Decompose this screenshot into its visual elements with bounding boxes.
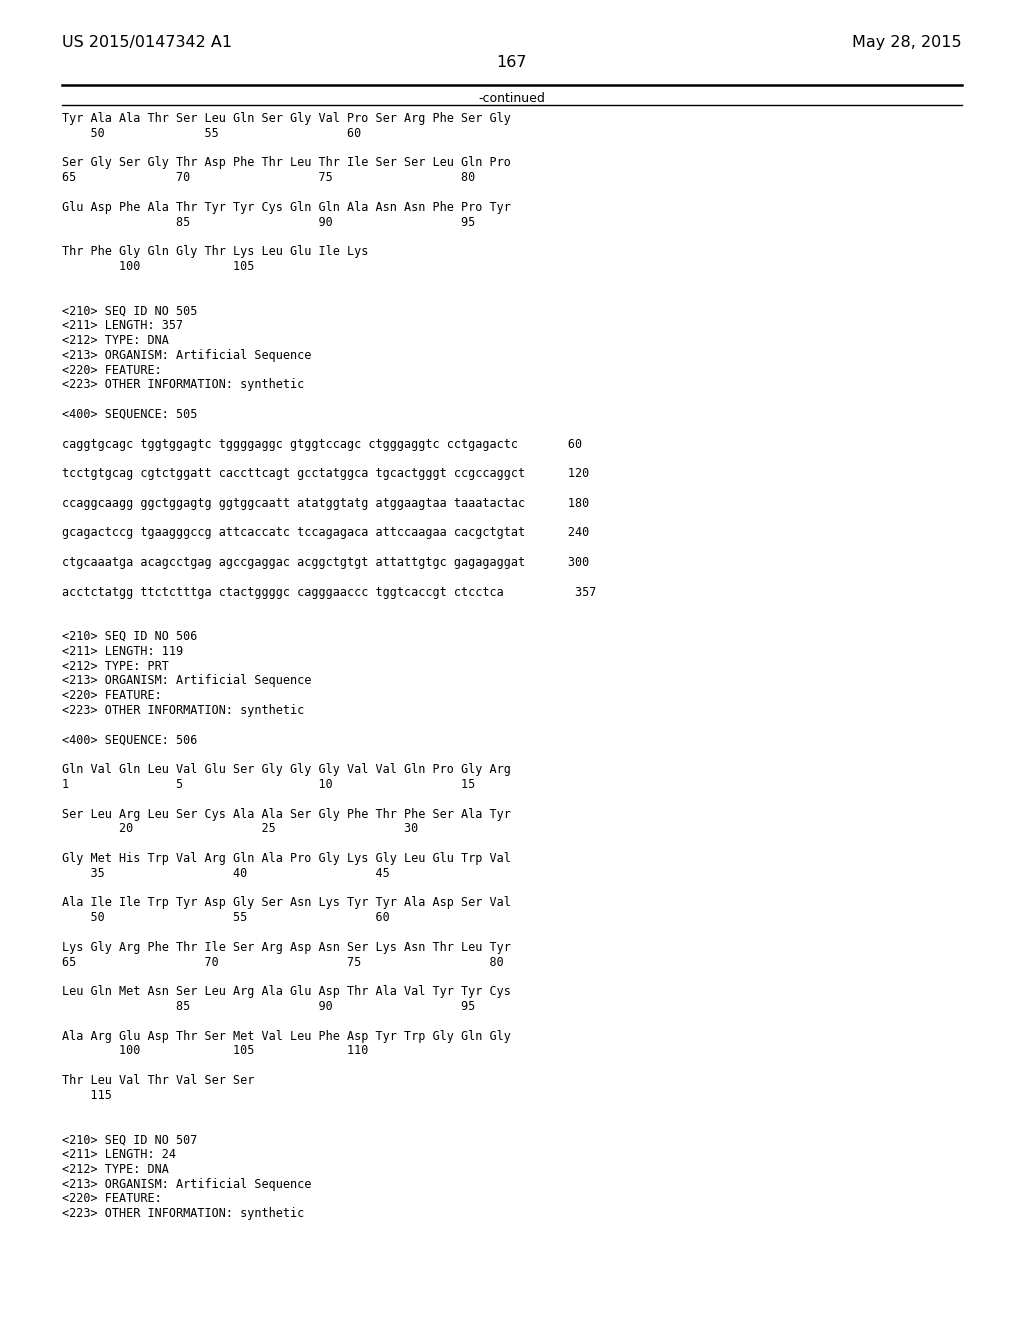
Text: <220> FEATURE:: <220> FEATURE: — [62, 689, 162, 702]
Text: tcctgtgcag cgtctggatt caccttcagt gcctatggca tgcactgggt ccgccaggct      120: tcctgtgcag cgtctggatt caccttcagt gcctatg… — [62, 467, 589, 480]
Text: 100             105: 100 105 — [62, 260, 254, 273]
Text: Glu Asp Phe Ala Thr Tyr Tyr Cys Gln Gln Ala Asn Asn Phe Pro Tyr: Glu Asp Phe Ala Thr Tyr Tyr Cys Gln Gln … — [62, 201, 511, 214]
Text: <211> LENGTH: 24: <211> LENGTH: 24 — [62, 1148, 176, 1162]
Text: Gln Val Gln Leu Val Glu Ser Gly Gly Gly Val Val Gln Pro Gly Arg: Gln Val Gln Leu Val Glu Ser Gly Gly Gly … — [62, 763, 511, 776]
Text: <211> LENGTH: 357: <211> LENGTH: 357 — [62, 319, 183, 333]
Text: <220> FEATURE:: <220> FEATURE: — [62, 363, 162, 376]
Text: US 2015/0147342 A1: US 2015/0147342 A1 — [62, 36, 232, 50]
Text: <213> ORGANISM: Artificial Sequence: <213> ORGANISM: Artificial Sequence — [62, 348, 311, 362]
Text: 65                  70                  75                  80: 65 70 75 80 — [62, 956, 504, 969]
Text: Leu Gln Met Asn Ser Leu Arg Ala Glu Asp Thr Ala Val Tyr Tyr Cys: Leu Gln Met Asn Ser Leu Arg Ala Glu Asp … — [62, 985, 511, 998]
Text: Ala Ile Ile Trp Tyr Asp Gly Ser Asn Lys Tyr Tyr Ala Asp Ser Val: Ala Ile Ile Trp Tyr Asp Gly Ser Asn Lys … — [62, 896, 511, 909]
Text: <400> SEQUENCE: 505: <400> SEQUENCE: 505 — [62, 408, 198, 421]
Text: Lys Gly Arg Phe Thr Ile Ser Arg Asp Asn Ser Lys Asn Thr Leu Tyr: Lys Gly Arg Phe Thr Ile Ser Arg Asp Asn … — [62, 941, 511, 954]
Text: 65              70                  75                  80: 65 70 75 80 — [62, 172, 475, 185]
Text: Ser Leu Arg Leu Ser Cys Ala Ala Ser Gly Phe Thr Phe Ser Ala Tyr: Ser Leu Arg Leu Ser Cys Ala Ala Ser Gly … — [62, 808, 511, 821]
Text: <212> TYPE: DNA: <212> TYPE: DNA — [62, 1163, 169, 1176]
Text: <211> LENGTH: 119: <211> LENGTH: 119 — [62, 644, 183, 657]
Text: <212> TYPE: PRT: <212> TYPE: PRT — [62, 660, 169, 673]
Text: ctgcaaatga acagcctgag agccgaggac acggctgtgt attattgtgc gagagaggat      300: ctgcaaatga acagcctgag agccgaggac acggctg… — [62, 556, 589, 569]
Text: <213> ORGANISM: Artificial Sequence: <213> ORGANISM: Artificial Sequence — [62, 675, 311, 688]
Text: gcagactccg tgaagggccg attcaccatc tccagagaca attccaagaa cacgctgtat      240: gcagactccg tgaagggccg attcaccatc tccagag… — [62, 527, 589, 540]
Text: 85                  90                  95: 85 90 95 — [62, 1001, 475, 1012]
Text: <223> OTHER INFORMATION: synthetic: <223> OTHER INFORMATION: synthetic — [62, 379, 304, 392]
Text: 1               5                   10                  15: 1 5 10 15 — [62, 777, 475, 791]
Text: acctctatgg ttctctttga ctactggggc cagggaaccc tggtcaccgt ctcctca          357: acctctatgg ttctctttga ctactggggc cagggaa… — [62, 586, 596, 598]
Text: Ala Arg Glu Asp Thr Ser Met Val Leu Phe Asp Tyr Trp Gly Gln Gly: Ala Arg Glu Asp Thr Ser Met Val Leu Phe … — [62, 1030, 511, 1043]
Text: 85                  90                  95: 85 90 95 — [62, 215, 475, 228]
Text: May 28, 2015: May 28, 2015 — [852, 36, 962, 50]
Text: 115: 115 — [62, 1089, 112, 1102]
Text: <220> FEATURE:: <220> FEATURE: — [62, 1192, 162, 1205]
Text: ccaggcaagg ggctggagtg ggtggcaatt atatggtatg atggaagtaa taaatactac      180: ccaggcaagg ggctggagtg ggtggcaatt atatggt… — [62, 496, 589, 510]
Text: <210> SEQ ID NO 506: <210> SEQ ID NO 506 — [62, 630, 198, 643]
Text: <223> OTHER INFORMATION: synthetic: <223> OTHER INFORMATION: synthetic — [62, 704, 304, 717]
Text: 35                  40                  45: 35 40 45 — [62, 867, 390, 880]
Text: 20                  25                  30: 20 25 30 — [62, 822, 418, 836]
Text: Gly Met His Trp Val Arg Gln Ala Pro Gly Lys Gly Leu Glu Trp Val: Gly Met His Trp Val Arg Gln Ala Pro Gly … — [62, 851, 511, 865]
Text: <210> SEQ ID NO 505: <210> SEQ ID NO 505 — [62, 305, 198, 317]
Text: 167: 167 — [497, 55, 527, 70]
Text: <210> SEQ ID NO 507: <210> SEQ ID NO 507 — [62, 1133, 198, 1146]
Text: -continued: -continued — [478, 92, 546, 106]
Text: Ser Gly Ser Gly Thr Asp Phe Thr Leu Thr Ile Ser Ser Leu Gln Pro: Ser Gly Ser Gly Thr Asp Phe Thr Leu Thr … — [62, 156, 511, 169]
Text: caggtgcagc tggtggagtc tggggaggc gtggtccagc ctgggaggtc cctgagactc       60: caggtgcagc tggtggagtc tggggaggc gtggtcca… — [62, 438, 582, 450]
Text: Thr Leu Val Thr Val Ser Ser: Thr Leu Val Thr Val Ser Ser — [62, 1074, 254, 1086]
Text: <400> SEQUENCE: 506: <400> SEQUENCE: 506 — [62, 734, 198, 747]
Text: Thr Phe Gly Gln Gly Thr Lys Leu Glu Ile Lys: Thr Phe Gly Gln Gly Thr Lys Leu Glu Ile … — [62, 246, 369, 259]
Text: 50                  55                  60: 50 55 60 — [62, 911, 390, 924]
Text: <223> OTHER INFORMATION: synthetic: <223> OTHER INFORMATION: synthetic — [62, 1208, 304, 1220]
Text: Tyr Ala Ala Thr Ser Leu Gln Ser Gly Val Pro Ser Arg Phe Ser Gly: Tyr Ala Ala Thr Ser Leu Gln Ser Gly Val … — [62, 112, 511, 125]
Text: 50              55                  60: 50 55 60 — [62, 127, 361, 140]
Text: <212> TYPE: DNA: <212> TYPE: DNA — [62, 334, 169, 347]
Text: 100             105             110: 100 105 110 — [62, 1044, 369, 1057]
Text: <213> ORGANISM: Artificial Sequence: <213> ORGANISM: Artificial Sequence — [62, 1177, 311, 1191]
